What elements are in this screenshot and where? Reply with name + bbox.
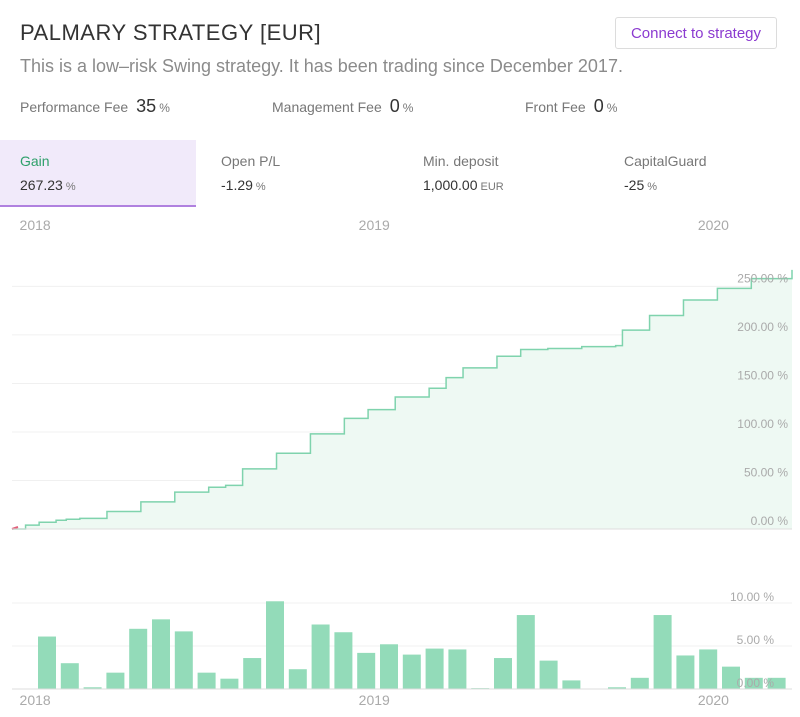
tab-open-pl[interactable]: Open P/L -1.29% bbox=[201, 140, 397, 207]
monthly-gain-bar bbox=[516, 615, 535, 689]
monthly-gain-bar bbox=[129, 628, 148, 689]
monthly-gain-bar bbox=[676, 655, 695, 689]
gain-area-fill bbox=[12, 269, 792, 529]
monthly-gain-bar bbox=[311, 624, 330, 689]
monthly-gain-bar bbox=[699, 649, 718, 689]
monthly-gain-bar bbox=[562, 680, 581, 689]
area-y-tick-label: 100.00 % bbox=[737, 417, 788, 431]
bottom-x-tick-label: 2018 bbox=[20, 692, 51, 708]
monthly-gain-bar bbox=[425, 648, 444, 689]
performance-fee-value: 35 bbox=[136, 96, 157, 116]
min-deposit-value: 1,000.00 bbox=[423, 177, 478, 193]
monthly-gain-bar bbox=[744, 677, 763, 689]
front-fee-unit: % bbox=[606, 101, 618, 115]
fees-row: Performance Fee 35% Management Fee 0% Fron… bbox=[0, 96, 800, 122]
tab-capitalguard[interactable]: CapitalGuard -25% bbox=[604, 140, 800, 207]
monthly-gain-bar bbox=[60, 663, 79, 689]
performance-fee: Performance Fee 35% bbox=[20, 96, 170, 117]
open-pl-value: -1.29 bbox=[221, 177, 253, 193]
monthly-gain-bar bbox=[266, 601, 284, 689]
area-y-tick-label: 150.00 % bbox=[737, 368, 788, 382]
monthly-gain-bar bbox=[380, 644, 398, 689]
area-y-tick-label: 50.00 % bbox=[744, 465, 788, 479]
front-fee-label: Front Fee bbox=[525, 99, 586, 115]
monthly-gain-bar bbox=[402, 654, 421, 689]
area-y-tick-label: 200.00 % bbox=[737, 320, 788, 334]
front-fee: Front Fee 0% bbox=[525, 96, 617, 117]
monthly-gain-bar bbox=[448, 649, 467, 689]
stats-tabs: Gain 267.23% Open P/L -1.29% Min. deposi… bbox=[0, 140, 800, 207]
monthly-gain-bar bbox=[608, 687, 626, 689]
page-title: PALMARY STRATEGY [EUR] bbox=[20, 20, 322, 45]
connect-to-strategy-button[interactable]: Connect to strategy bbox=[615, 17, 777, 49]
top-x-tick-label: 2018 bbox=[20, 217, 51, 233]
area-y-tick-label: 250.00 % bbox=[737, 271, 788, 285]
bottom-x-tick-label: 2020 bbox=[698, 692, 729, 708]
monthly-gain-bar bbox=[334, 632, 353, 689]
monthly-gain-bar bbox=[288, 669, 307, 689]
monthly-gain-bar bbox=[539, 660, 558, 689]
open-pl-unit: % bbox=[255, 181, 266, 193]
management-fee-label: Management Fee bbox=[272, 99, 382, 115]
area-y-tick-label: 0.00 % bbox=[751, 514, 789, 528]
management-fee-unit: % bbox=[402, 101, 414, 115]
monthly-gain-bar bbox=[767, 677, 786, 689]
capitalguard-label: CapitalGuard bbox=[624, 153, 707, 169]
performance-fee-unit: % bbox=[159, 101, 170, 115]
gain-value: 267.23 bbox=[20, 177, 63, 193]
monthly-gain-bar bbox=[83, 687, 102, 689]
monthly-gain-bar bbox=[197, 672, 216, 689]
bar-y-tick-label: 0.00 % bbox=[737, 676, 775, 690]
monthly-gain-bar bbox=[38, 636, 56, 689]
strategy-description: This is a low–risk Swing strategy. It ha… bbox=[20, 56, 623, 76]
gain-line bbox=[12, 269, 793, 530]
gain-label: Gain bbox=[20, 153, 50, 169]
bar-y-tick-label: 10.00 % bbox=[730, 590, 774, 604]
monthly-gain-bar bbox=[630, 677, 649, 689]
performance-fee-label: Performance Fee bbox=[20, 99, 129, 115]
tab-min-deposit[interactable]: Min. deposit 1,000.00 EUR bbox=[403, 140, 599, 207]
min-deposit-label: Min. deposit bbox=[423, 153, 499, 169]
monthly-gain-bar bbox=[220, 678, 239, 689]
monthly-gain-bar bbox=[243, 658, 262, 689]
min-deposit-unit: EUR bbox=[480, 181, 504, 193]
capitalguard-value: -25 bbox=[624, 177, 645, 193]
gain-unit: % bbox=[65, 181, 76, 193]
management-fee: Management Fee 0% bbox=[272, 96, 413, 117]
monthly-gain-bar bbox=[494, 658, 512, 689]
front-fee-value: 0 bbox=[593, 96, 604, 116]
monthly-gain-bar bbox=[174, 631, 193, 689]
monthly-gain-bar bbox=[106, 672, 125, 689]
monthly-gain-bar bbox=[357, 652, 376, 689]
top-x-tick-label: 2020 bbox=[698, 217, 729, 233]
bottom-x-tick-label: 2019 bbox=[359, 692, 390, 708]
management-fee-value: 0 bbox=[389, 96, 400, 116]
monthly-gain-bar bbox=[722, 666, 740, 689]
capitalguard-unit: % bbox=[647, 181, 658, 193]
monthly-gain-bar bbox=[152, 619, 170, 689]
gain-chart: 2018 2019 2020 0.00 % 50.00 % 100.00 % 150.00 … bbox=[11, 217, 793, 708]
open-pl-label: Open P/L bbox=[221, 153, 281, 169]
tab-gain[interactable]: Gain 267.23% bbox=[0, 140, 196, 207]
monthly-gain-bar bbox=[653, 615, 672, 689]
bar-y-tick-label: 5.00 % bbox=[737, 633, 775, 647]
top-x-tick-label: 2019 bbox=[359, 217, 390, 233]
